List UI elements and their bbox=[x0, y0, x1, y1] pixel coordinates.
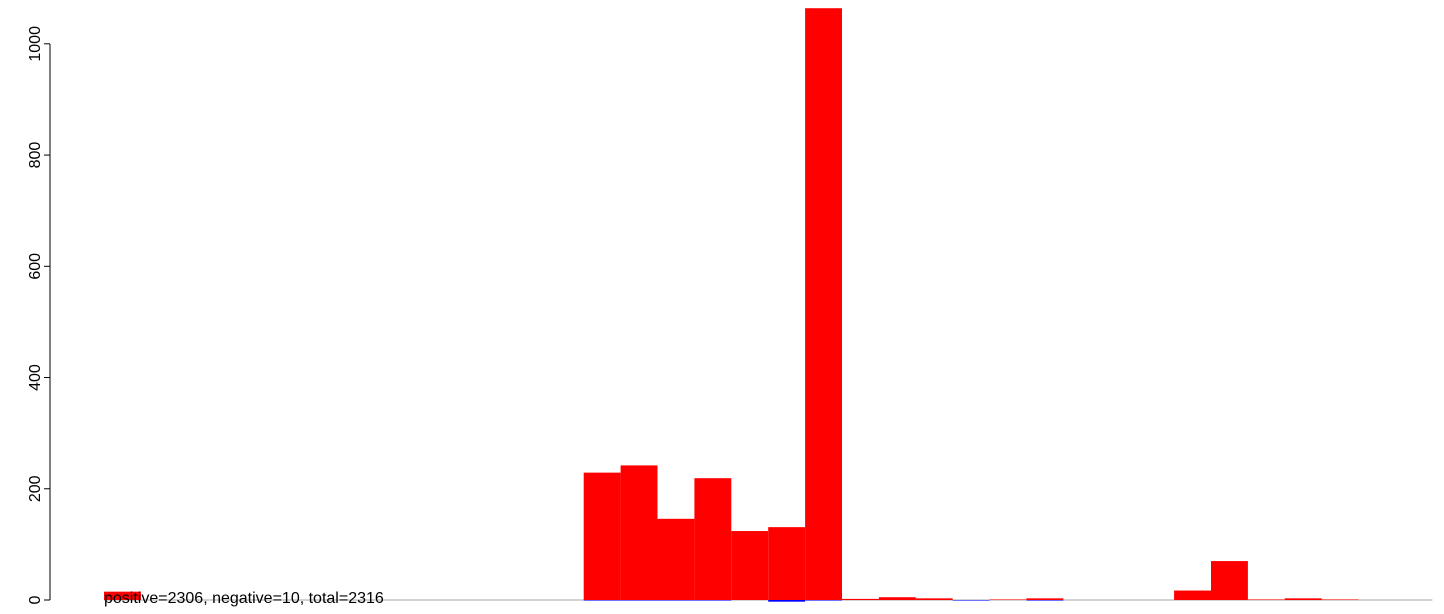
bar bbox=[583, 600, 621, 601]
bar bbox=[694, 600, 732, 601]
bar bbox=[620, 465, 658, 600]
bar bbox=[805, 8, 842, 600]
annotation: positive=2306, negative=10, total=2316 bbox=[104, 590, 384, 607]
bar bbox=[657, 600, 695, 601]
bar bbox=[768, 600, 806, 602]
bar bbox=[842, 598, 879, 600]
bar bbox=[1211, 561, 1248, 600]
bar bbox=[1284, 598, 1322, 600]
bar bbox=[1321, 599, 1359, 600]
y-tick-label: 400 bbox=[27, 364, 44, 391]
y-tick-label: 600 bbox=[27, 253, 44, 280]
bar bbox=[620, 600, 658, 601]
bar bbox=[583, 472, 621, 600]
bar bbox=[1026, 598, 1064, 600]
bar bbox=[657, 518, 695, 600]
bar bbox=[805, 600, 842, 601]
y-tick-label: 0 bbox=[27, 595, 44, 604]
y-tick-label: 200 bbox=[27, 475, 44, 502]
bar bbox=[1247, 599, 1285, 600]
bar bbox=[1174, 590, 1211, 600]
bar bbox=[694, 478, 732, 600]
bar bbox=[878, 597, 916, 600]
bar bbox=[989, 599, 1027, 600]
bar bbox=[768, 527, 806, 600]
bar bbox=[952, 600, 990, 601]
bar bbox=[104, 591, 141, 600]
bar bbox=[915, 598, 953, 600]
y-tick-label: 800 bbox=[27, 142, 44, 169]
y-tick-label: 1000 bbox=[27, 26, 44, 62]
bar bbox=[1026, 600, 1064, 601]
bar bbox=[731, 531, 769, 600]
